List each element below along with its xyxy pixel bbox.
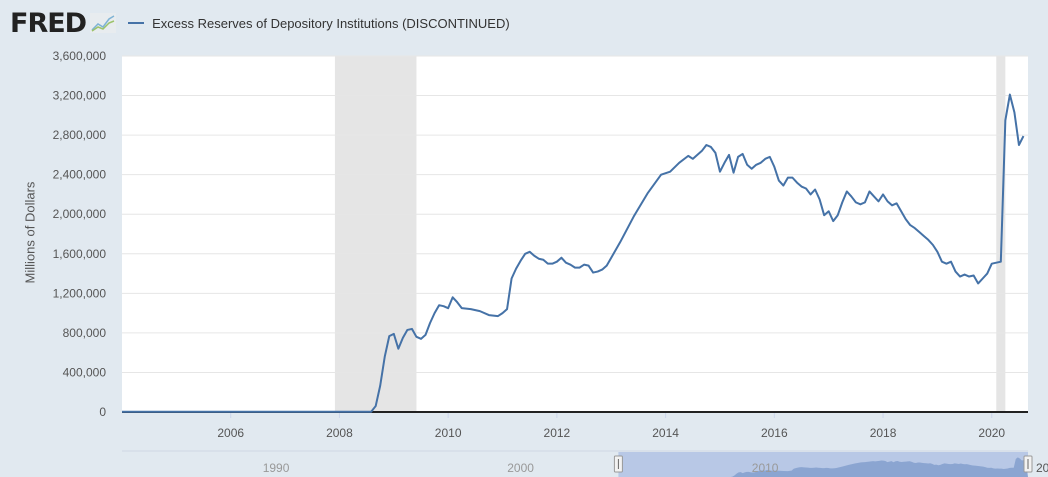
y-tick-label: 2,000,000 (53, 207, 107, 221)
x-tick-label: 2018 (870, 426, 897, 440)
series-line (122, 93, 1025, 413)
y-tick-label: 0 (99, 405, 106, 419)
legend-swatch (128, 22, 145, 24)
x-tick-label: 2010 (435, 426, 462, 440)
x-tick-label: 2014 (652, 426, 679, 440)
navigator-label: 20 (1036, 461, 1048, 475)
x-tick-label: 2016 (761, 426, 788, 440)
y-tick-label: 1,200,000 (53, 286, 107, 300)
x-tick-label: 2006 (217, 426, 244, 440)
y-tick-label: 3,200,000 (53, 89, 107, 103)
navigator-label: 2010 (752, 461, 779, 475)
x-tick-label: 2008 (326, 426, 353, 440)
chart-header: FRED Excess Reserves of Depository Insti… (10, 6, 510, 40)
recession-shading (334, 56, 417, 412)
chart-graph-icon (90, 13, 117, 33)
y-tick-label: 400,000 (63, 365, 107, 379)
legend-label[interactable]: Excess Reserves of Depository Institutio… (152, 15, 510, 31)
plot-area (122, 56, 1028, 412)
y-tick-label: 3,600,000 (53, 49, 107, 63)
y-tick-label: 2,800,000 (53, 128, 107, 142)
x-tick-label: 2012 (544, 426, 571, 440)
x-tick-label: 2020 (978, 426, 1005, 440)
navigator-series-area (730, 457, 1028, 477)
navigator-label: 1990 (263, 461, 290, 475)
y-tick-label: 1,600,000 (53, 247, 107, 261)
fred-logo: FRED (10, 7, 87, 39)
navigator-label: 2000 (507, 461, 534, 475)
y-tick-label: 800,000 (63, 326, 107, 340)
y-tick-label: 2,400,000 (53, 168, 107, 182)
